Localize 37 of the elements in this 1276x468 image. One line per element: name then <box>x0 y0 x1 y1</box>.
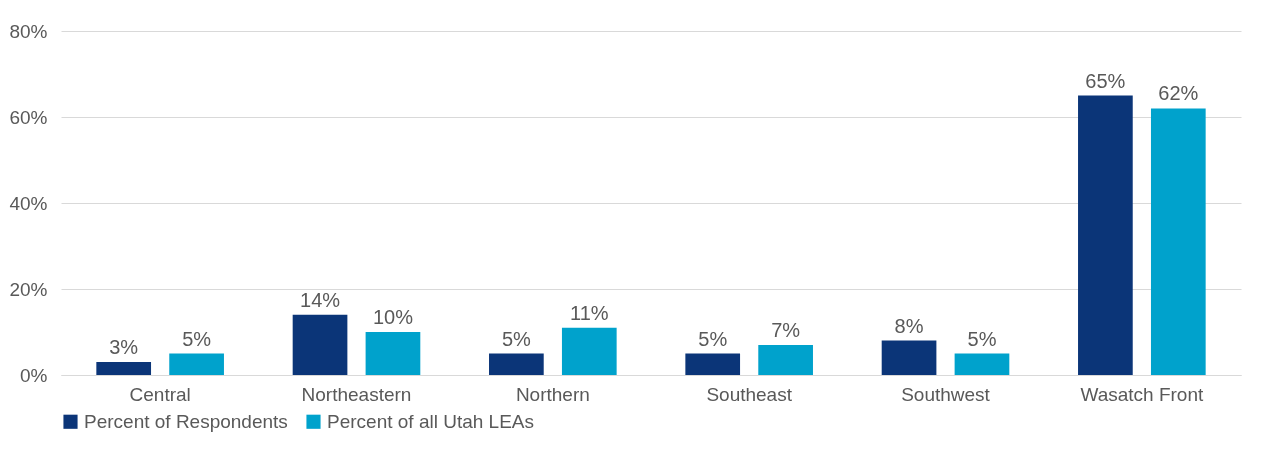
data-label: 5% <box>501 327 532 350</box>
bar <box>561 327 617 375</box>
bar <box>169 353 224 375</box>
legend-label: Percent of Respondents <box>84 410 288 432</box>
data-label: 11% <box>570 301 609 324</box>
bar <box>758 344 813 375</box>
data-label: 10% <box>372 306 414 328</box>
data-label: 14% <box>300 288 341 311</box>
legend-label: Percent of all Utah LEAs <box>327 410 534 432</box>
x-tick-label: Central <box>129 383 191 405</box>
bar <box>685 353 741 375</box>
bar <box>489 353 544 375</box>
data-label: 65% <box>1085 69 1126 92</box>
data-label: 5% <box>698 327 728 350</box>
bar <box>954 353 1010 375</box>
data-label: 5% <box>182 327 212 350</box>
y-tick-label: 80% <box>9 20 48 42</box>
x-tick-label: Northern <box>515 383 590 405</box>
data-label: 3% <box>109 336 139 359</box>
x-tick-label: Southeast <box>706 383 793 405</box>
x-tick-label: Southwest <box>901 383 991 405</box>
data-label: 5% <box>967 327 997 350</box>
y-tick-label: 0% <box>20 364 48 386</box>
bar <box>292 314 348 375</box>
data-label: 8% <box>894 314 924 337</box>
bar <box>365 332 421 375</box>
data-label: 62% <box>1158 82 1199 105</box>
bar <box>881 340 937 375</box>
bar <box>1078 95 1133 375</box>
bar <box>96 362 152 375</box>
x-tick-label: Northeastern <box>301 383 412 405</box>
data-label: 7% <box>771 318 801 341</box>
y-tick-label: 40% <box>9 192 48 214</box>
y-tick-label: 20% <box>9 278 48 300</box>
y-tick-label: 60% <box>9 106 48 128</box>
bar <box>1150 108 1206 375</box>
x-tick-label: Wasatch Front <box>1080 383 1204 405</box>
